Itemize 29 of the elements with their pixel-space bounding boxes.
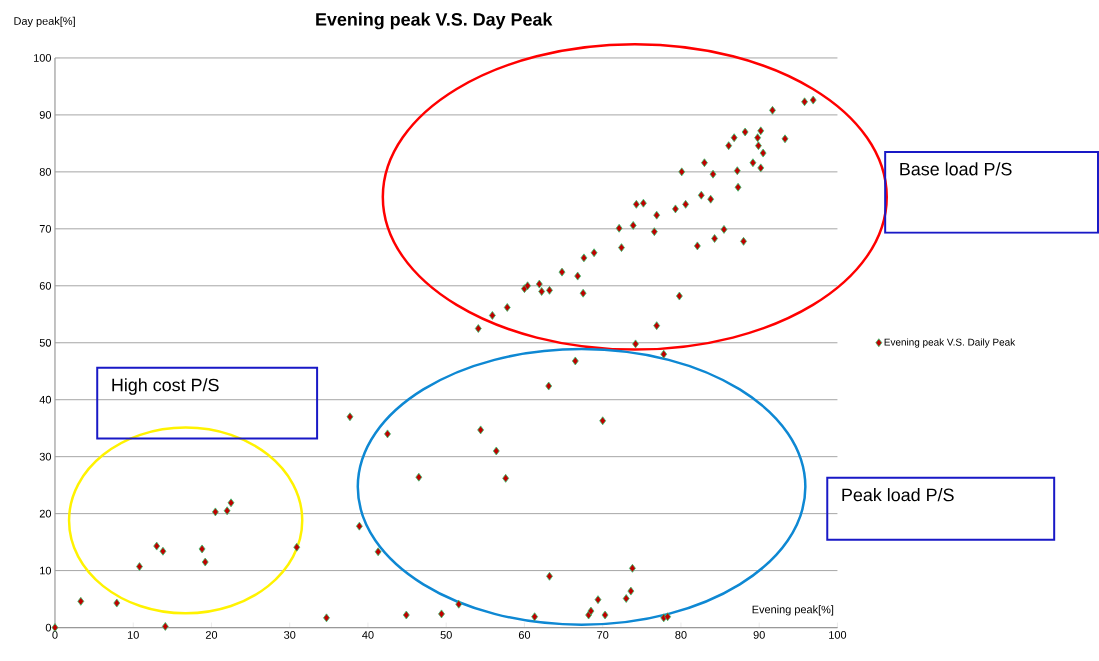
x-tick-label: 80 (675, 631, 687, 640)
legend-label: Evening peak V.S. Daily Peak (884, 338, 1016, 348)
y-axis-title: Day peak[%] (14, 17, 75, 28)
y-tick-label: 90 (39, 111, 52, 120)
x-axis-title: Evening peak[%] (752, 605, 834, 616)
x-tick-label: 50 (440, 631, 452, 640)
y-tick-label: 100 (34, 54, 52, 63)
x-tick-label: 40 (362, 631, 374, 640)
annotation: High cost P/S (112, 378, 219, 396)
x-tick-label: 70 (597, 631, 609, 640)
y-tick-label: 40 (39, 396, 52, 404)
text: Base load P/S (900, 162, 1012, 176)
y-tick-label: 30 (39, 453, 52, 461)
x-tick-label: 20 (205, 631, 218, 640)
y-tick-label: 20 (39, 510, 52, 518)
x-tick-label: 10 (127, 631, 139, 640)
chart-title: Evening peak V.S. Day Peak (316, 12, 553, 30)
y-tick-label: 60 (39, 282, 52, 290)
y-tick-label: 80 (39, 168, 52, 176)
y-tick-label: 70 (39, 225, 52, 233)
x-tick-label: 0 (52, 631, 58, 640)
y-tick-label: 10 (40, 566, 52, 575)
x-tick-label: 90 (753, 631, 765, 640)
text: Peak load P/S (842, 488, 954, 502)
y-tick-label: 50 (39, 339, 52, 347)
x-tick-label: 100 (829, 631, 847, 640)
x-tick-label: 60 (518, 631, 531, 640)
y-tick-label: 0 (45, 623, 52, 632)
x-tick-label: 30 (284, 631, 296, 640)
